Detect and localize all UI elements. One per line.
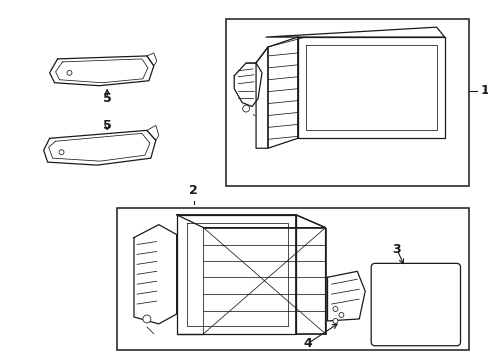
Circle shape: [332, 307, 337, 311]
Circle shape: [242, 105, 249, 112]
Polygon shape: [176, 215, 295, 334]
Polygon shape: [49, 56, 154, 86]
Polygon shape: [146, 125, 159, 140]
Polygon shape: [176, 215, 325, 228]
Circle shape: [67, 70, 72, 75]
Circle shape: [59, 150, 64, 155]
Text: 3: 3: [392, 243, 401, 256]
Polygon shape: [43, 130, 156, 165]
Polygon shape: [234, 63, 262, 107]
Polygon shape: [327, 271, 365, 321]
Polygon shape: [203, 228, 325, 334]
Text: 1: 1: [479, 84, 488, 97]
Bar: [117, 208, 468, 350]
Polygon shape: [267, 37, 297, 148]
Bar: [226, 19, 468, 186]
Polygon shape: [265, 27, 444, 37]
Text: 5: 5: [102, 92, 111, 105]
Polygon shape: [134, 225, 176, 324]
Polygon shape: [295, 215, 325, 334]
Text: 5: 5: [102, 119, 111, 132]
Polygon shape: [146, 53, 157, 66]
Circle shape: [332, 319, 337, 323]
Text: 4: 4: [303, 337, 311, 350]
FancyBboxPatch shape: [370, 264, 460, 346]
Text: 2: 2: [189, 184, 198, 197]
Polygon shape: [297, 37, 444, 138]
Circle shape: [142, 315, 151, 323]
Polygon shape: [256, 47, 267, 148]
Circle shape: [338, 312, 343, 318]
